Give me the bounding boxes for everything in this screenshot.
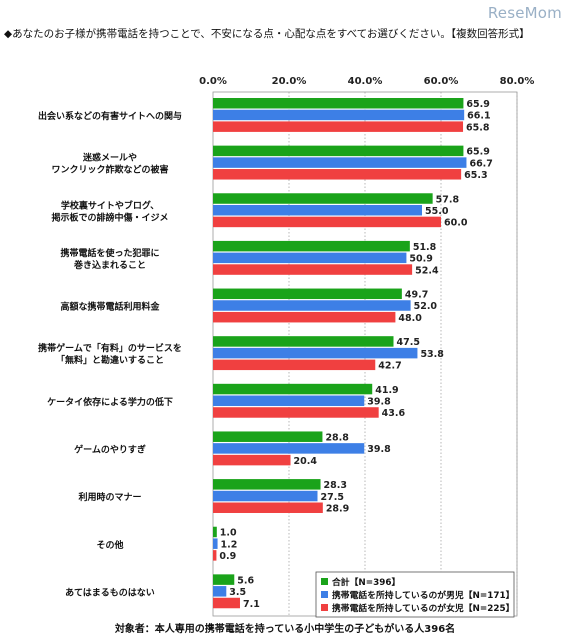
legend-swatch-girls (321, 604, 328, 611)
bar-total (213, 479, 321, 490)
bar-total (213, 574, 235, 585)
bar-girls (213, 311, 396, 323)
bar-girls (213, 454, 291, 466)
legend-swatch-total (321, 578, 328, 585)
category-label: 利用時のマナー (77, 491, 141, 503)
category-label: ワンクリック詐欺などの被害 (51, 164, 168, 176)
bar-total (213, 98, 464, 109)
bar-boys (213, 157, 467, 168)
category-label: 携帯ゲームで「有料」のサービスを (38, 342, 182, 354)
legend-label: 携帯電話を所持しているのが女児【N=225】 (332, 602, 514, 614)
bar-girls (213, 550, 217, 561)
data-label: 51.8 (413, 242, 437, 253)
footer-note: 対象者：本人専用の携帯電話を持っている小中学生の子どもがいる人396名 (114, 624, 456, 635)
data-label: 55.0 (425, 206, 449, 217)
category-label: その他 (96, 539, 123, 551)
data-label: 50.9 (409, 254, 432, 265)
category-label: あてはまるものはない (65, 587, 155, 598)
data-label: 57.8 (436, 194, 460, 205)
data-label: 0.9 (219, 551, 236, 562)
bar-girls (213, 169, 462, 180)
x-tick-label: 60.0% (424, 76, 459, 87)
category-label: ケータイ依存による学力の低下 (47, 396, 173, 408)
x-tick-label: 40.0% (348, 76, 383, 87)
x-tick-label: 0.0% (199, 76, 227, 87)
bar-boys (213, 443, 365, 454)
bar-boys (213, 586, 227, 597)
data-label: 43.6 (382, 408, 406, 419)
category-label: 「無料」と勘違いすること (56, 354, 164, 366)
category-label: 出会い系などの有害サイトへの関与 (38, 110, 182, 122)
legend (315, 571, 515, 618)
bar-total (213, 288, 402, 300)
data-label: 5.6 (237, 575, 254, 586)
data-label: 65.9 (466, 99, 489, 110)
data-label: 65.3 (464, 170, 487, 181)
data-label: 1.0 (220, 528, 237, 539)
data-label: 52.0 (414, 301, 438, 312)
data-label: 52.4 (415, 265, 439, 276)
data-label: 60.0 (444, 218, 468, 229)
data-label: 47.5 (397, 337, 420, 348)
data-label: 27.5 (321, 492, 344, 503)
bar-total (213, 145, 464, 157)
data-label: 28.8 (325, 432, 349, 443)
bar-boys (213, 109, 465, 121)
legend-label: 合計【N=396】 (332, 576, 400, 588)
data-label: 49.7 (405, 290, 428, 301)
data-label: 65.9 (466, 147, 489, 158)
bar-boys (213, 347, 418, 359)
bar-total (213, 336, 394, 347)
category-label: 迷惑メールや (82, 152, 137, 164)
data-label: 7.1 (243, 599, 260, 610)
category-label: 高額な携帯電話利用料金 (60, 301, 160, 313)
data-label: 65.8 (466, 122, 490, 133)
bar-girls (213, 121, 464, 132)
category-label: 巻き込まれること (73, 259, 146, 271)
data-label: 28.3 (324, 480, 347, 491)
bar-total (213, 193, 433, 204)
bar-total (213, 526, 217, 538)
bar-girls (213, 502, 323, 513)
data-label: 41.9 (375, 385, 398, 396)
data-label: 48.0 (398, 313, 422, 324)
data-label: 39.8 (367, 397, 391, 408)
data-label: 66.7 (469, 158, 492, 169)
survey-question: ◆あなたのお子様が携帯電話を持つことで、不安になる点・心配な点をすべてお選びくだ… (4, 28, 530, 40)
legend-label: 携帯電話を所持しているのが男児【N=171】 (332, 589, 514, 601)
bar-total (213, 383, 373, 395)
data-label: 66.1 (467, 111, 490, 122)
bar-boys (213, 300, 411, 311)
data-label: 28.9 (326, 503, 349, 514)
data-label: 20.4 (294, 456, 318, 467)
data-label: 3.5 (229, 587, 246, 598)
bar-girls (213, 264, 413, 275)
bar-girls (213, 407, 379, 418)
bar-girls (213, 597, 240, 609)
data-label: 39.8 (367, 444, 391, 455)
bar-girls (213, 359, 376, 371)
bar-girls (213, 216, 441, 228)
x-tick-label: 20.0% (272, 76, 307, 87)
category-label: 掲示板での誹謗中傷・イジメ (51, 211, 168, 223)
data-label: 1.2 (221, 539, 238, 550)
bar-boys (213, 395, 365, 407)
data-label: 53.8 (420, 349, 444, 360)
bar-total (213, 240, 410, 252)
bar-boys (213, 538, 218, 549)
bar-total (213, 431, 323, 442)
category-label: 携帯電話を使った犯罪に (60, 247, 159, 259)
bar-boys (213, 490, 318, 502)
brand-logo: ReseMom (487, 4, 562, 22)
category-label: 学校裏サイトやブログ、 (61, 199, 159, 211)
data-label: 42.7 (378, 361, 401, 372)
bar-boys (213, 204, 422, 216)
category-label: ゲームのやりすぎ (74, 444, 146, 456)
bar-boys (213, 252, 407, 264)
legend-swatch-boys (321, 591, 328, 598)
x-tick-label: 80.0% (500, 76, 535, 87)
